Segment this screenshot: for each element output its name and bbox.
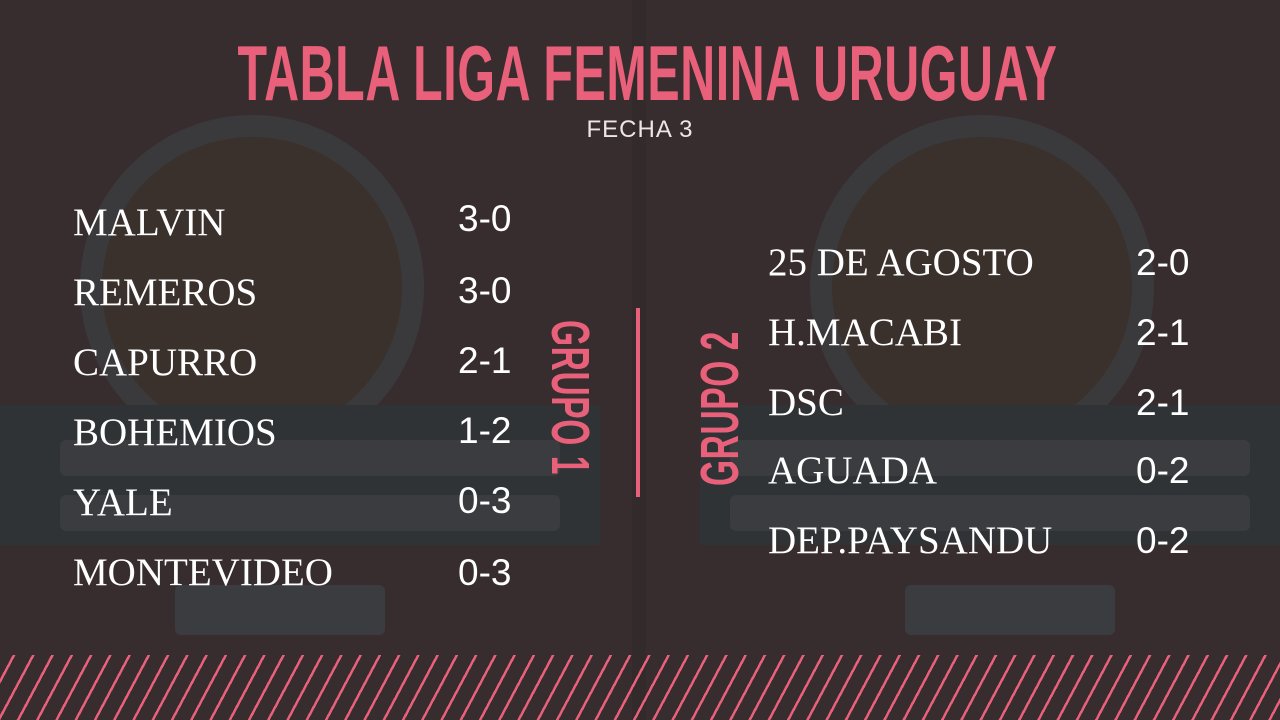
group-1-label-text: GRUPO 1 [540,320,600,476]
watermark-lettering-block [60,495,560,531]
watermark-lettering-block [730,495,1250,531]
team-record: 2-1 [458,340,512,381]
team-name: AGUADA [768,449,937,492]
page-title: TABLA LIGA FEMENINA URUGUAY [237,29,1058,117]
team-name: 25 DE AGOSTO [768,241,1034,284]
team-name: BOHEMIOS [73,411,277,454]
team-record: 0-2 [1136,450,1190,491]
team-name: MALVIN [73,201,226,244]
team-record: 2-1 [1136,382,1190,423]
team-record: 0-3 [458,552,512,593]
team-name: CAPURRO [73,341,258,384]
team-name: MONTEVIDEO [73,551,333,594]
team-record: 1-2 [458,410,512,451]
team-record: 3-0 [458,270,512,311]
team-record: 3-0 [458,198,512,239]
team-record: 2-0 [1136,242,1190,283]
team-name: H.MACABI [768,311,962,354]
group-1-label: GRUPO 1 [540,320,600,485]
page-subtitle: FECHA 3 [586,116,694,143]
team-record: 2-1 [1136,312,1190,353]
watermark-year-block [175,585,385,635]
group-2-label: GRUPO 2 [690,321,750,486]
decorative-stripes [0,655,1280,720]
team-record: 0-3 [458,480,512,521]
group-divider [636,308,640,497]
team-name: YALE [73,481,173,524]
watermark-lettering-block [730,440,1250,476]
team-record: 0-2 [1136,520,1190,561]
watermark-year-block [905,585,1115,635]
team-name: DSC [768,381,844,424]
group-2-label-text: GRUPO 2 [690,330,750,486]
team-name: DEP.PAYSANDU [768,519,1053,562]
watermark-lettering-block [60,440,560,476]
team-name: REMEROS [73,271,258,314]
